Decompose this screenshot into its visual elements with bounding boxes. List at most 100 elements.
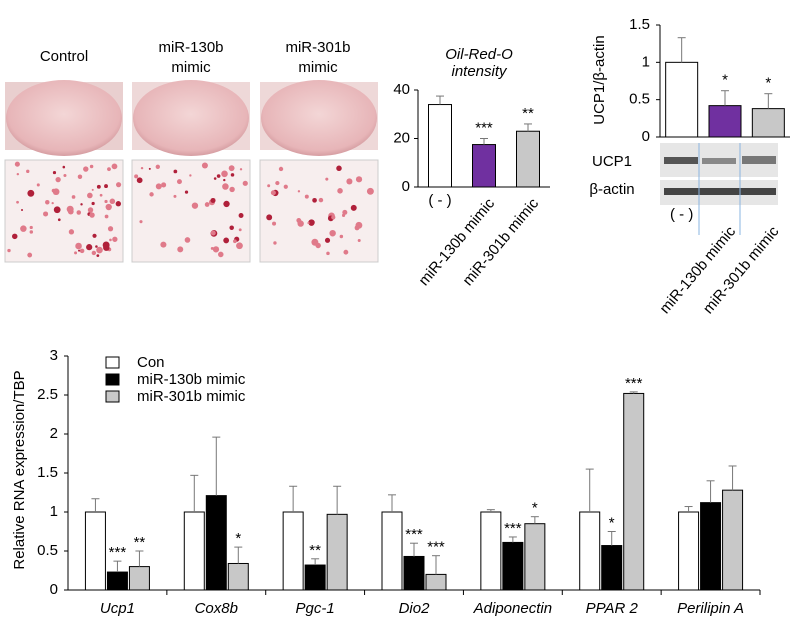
y-tick-label: 0.5 bbox=[37, 542, 58, 559]
lipid-droplet bbox=[16, 200, 19, 204]
image-label: miR-130b bbox=[158, 39, 223, 56]
lipid-droplet bbox=[213, 177, 217, 180]
lipid-droplet bbox=[189, 174, 192, 177]
y-tick-label: 1.5 bbox=[629, 16, 650, 33]
bar bbox=[665, 61, 699, 138]
bar bbox=[381, 511, 403, 591]
lipid-droplet bbox=[233, 239, 237, 244]
lipid-droplet bbox=[177, 246, 184, 253]
bar bbox=[601, 545, 623, 591]
lipid-droplet bbox=[16, 172, 20, 176]
y-tick-label: 20 bbox=[393, 129, 410, 146]
bar bbox=[205, 495, 227, 591]
lipid-droplet bbox=[222, 183, 229, 190]
lipid-droplet bbox=[160, 241, 167, 248]
plate-photos bbox=[5, 80, 378, 156]
lipid-droplet bbox=[173, 194, 177, 198]
lipid-droplet bbox=[75, 242, 82, 250]
lipid-droplet bbox=[161, 182, 167, 188]
lipid-droplet bbox=[87, 207, 94, 213]
lipid-droplet bbox=[184, 190, 189, 194]
significance: * bbox=[235, 530, 241, 547]
lipid-droplet bbox=[104, 184, 108, 189]
y-tick-label: 1 bbox=[642, 53, 650, 70]
plate bbox=[133, 80, 249, 156]
y-tick-label: 0.5 bbox=[629, 91, 650, 108]
lipid-droplet bbox=[221, 170, 228, 178]
lipid-droplet bbox=[184, 237, 191, 243]
bar bbox=[403, 555, 425, 591]
lipid-droplet bbox=[304, 194, 309, 199]
lipid-droplet bbox=[357, 238, 361, 242]
lipid-droplet bbox=[272, 221, 277, 226]
lipid-droplet bbox=[104, 199, 108, 204]
lipid-droplet bbox=[79, 248, 85, 254]
significance: *** bbox=[504, 520, 522, 537]
bar bbox=[722, 489, 744, 591]
significance: ** bbox=[309, 542, 321, 559]
lipid-droplet bbox=[223, 178, 226, 182]
lipid-droplet bbox=[55, 176, 61, 183]
lipid-droplet bbox=[217, 251, 224, 258]
bar bbox=[579, 511, 601, 591]
band bbox=[742, 156, 776, 164]
lipid-droplet bbox=[107, 167, 111, 172]
lipid-droplet bbox=[29, 225, 33, 230]
lipid-droplet bbox=[312, 197, 317, 203]
lipid-droplet bbox=[134, 174, 139, 179]
bar bbox=[524, 523, 546, 591]
lipid-droplet bbox=[191, 202, 199, 209]
x-tick-label: ( - ) bbox=[670, 206, 693, 223]
lipid-droplet bbox=[216, 174, 221, 178]
bar bbox=[282, 511, 304, 591]
lipid-droplet bbox=[329, 229, 336, 237]
lipid-droplet bbox=[318, 197, 324, 203]
chart-title: Oil-Red-O bbox=[445, 46, 513, 63]
lipid-droplet bbox=[336, 165, 342, 172]
lipid-droplet bbox=[210, 197, 216, 204]
lipid-droplet bbox=[228, 165, 235, 172]
lipid-droplet bbox=[14, 161, 20, 167]
lipid-droplet bbox=[112, 236, 118, 242]
y-axis-label: UCP1/β-actin bbox=[591, 35, 608, 125]
bar bbox=[708, 105, 742, 138]
lipid-droplet bbox=[80, 203, 83, 206]
lipid-droplet bbox=[278, 166, 284, 172]
legend-swatch bbox=[105, 373, 120, 386]
western-blot bbox=[660, 143, 778, 235]
lipid-droplet bbox=[52, 171, 57, 175]
lipid-droplet bbox=[43, 211, 49, 217]
lipid-droplet bbox=[53, 206, 61, 214]
chart-title: intensity bbox=[451, 63, 508, 80]
lipid-droplet bbox=[136, 177, 143, 184]
lipid-droplet bbox=[45, 200, 50, 205]
lipid-droplet bbox=[77, 174, 83, 179]
band bbox=[702, 158, 736, 164]
y-tick-label: 2 bbox=[50, 425, 58, 442]
bar bbox=[480, 511, 502, 591]
plate bbox=[6, 80, 122, 156]
lipid-droplet bbox=[12, 233, 18, 240]
x-tick-label: Pgc-1 bbox=[296, 600, 335, 617]
lipid-droplet bbox=[346, 178, 353, 185]
lipid-droplet bbox=[343, 249, 349, 255]
lipid-droplet bbox=[201, 162, 208, 169]
lipid-droplet bbox=[89, 164, 94, 169]
bar bbox=[516, 130, 540, 188]
lipid-droplet bbox=[78, 249, 81, 252]
lipid-droplet bbox=[116, 182, 122, 188]
significance: * bbox=[722, 72, 728, 89]
lipid-droplet bbox=[242, 180, 248, 186]
lipid-droplet bbox=[283, 184, 288, 189]
lipid-droplet bbox=[325, 177, 329, 181]
lipid-droplet bbox=[366, 187, 374, 195]
lipid-droplet bbox=[239, 168, 243, 171]
lipid-droplet bbox=[96, 254, 100, 257]
bar bbox=[425, 573, 447, 591]
x-tick-label: Adiponectin bbox=[473, 600, 552, 617]
y-tick-label: 0 bbox=[642, 128, 650, 145]
x-tick-label: Cox8b bbox=[195, 600, 238, 617]
legend-swatch bbox=[105, 356, 120, 369]
lipid-droplet bbox=[83, 166, 89, 172]
